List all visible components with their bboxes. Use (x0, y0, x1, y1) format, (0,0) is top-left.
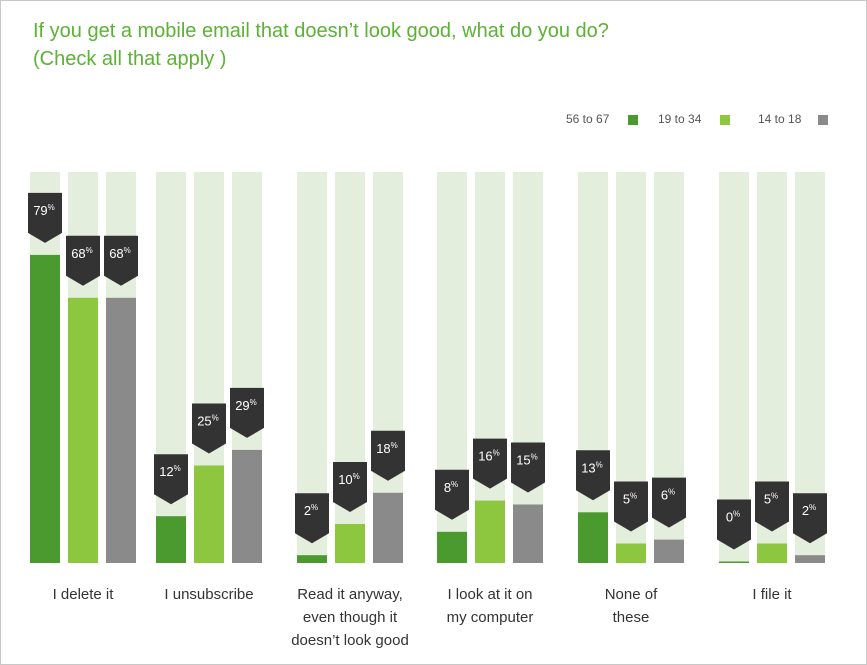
bar-group: 12% 25% 29% I unsubscribe (154, 172, 264, 603)
chart-subtitle: (Check all that apply ) (33, 48, 227, 70)
bar (373, 492, 403, 563)
bar (232, 449, 262, 563)
value-label: 29% (235, 398, 257, 413)
value-label: 0% (726, 510, 740, 525)
bar (30, 254, 60, 563)
bar (106, 297, 136, 563)
category-label: I look at it on my computer (447, 586, 534, 626)
bar (68, 297, 98, 563)
chart-title-line: If you get a mobile email that doesn’t l… (33, 20, 609, 42)
value-label: 15% (516, 453, 538, 468)
value-label: 12% (159, 464, 181, 479)
bar (335, 524, 365, 563)
bar (475, 500, 505, 563)
value-label-badge (793, 493, 827, 544)
value-label: 25% (197, 414, 219, 429)
value-label-badge (614, 481, 648, 532)
bar (156, 516, 186, 563)
category-label: None of these (605, 586, 658, 626)
value-label-badge (154, 454, 188, 505)
category-label: I delete it (53, 586, 115, 603)
bar-track (578, 172, 608, 563)
value-label: 68% (71, 246, 93, 261)
bar (578, 512, 608, 563)
value-label-badge (576, 450, 610, 501)
legend-label: 14 to 18 (758, 112, 802, 126)
bar-group: 79% 68% 68% I delete it (28, 172, 138, 603)
value-label-badge (652, 477, 686, 528)
value-label-badge (755, 481, 789, 532)
value-label-badge (371, 430, 405, 481)
chart-title: If you get a mobile email that doesn’t l… (33, 17, 609, 73)
value-label-badge (473, 438, 507, 489)
legend-label: 19 to 34 (658, 112, 702, 126)
bar (194, 465, 224, 563)
value-label: 68% (109, 246, 131, 261)
value-label: 6% (661, 488, 675, 503)
value-label: 2% (802, 503, 816, 518)
bar-group: 8% 16% 15% I look at it on my computer (435, 172, 545, 626)
bar-track (719, 172, 749, 563)
category-label: Read it anyway, even though it doesn’t loo… (291, 586, 409, 649)
value-label-badge (28, 192, 62, 243)
legend-item: 14 to 18 (758, 112, 828, 126)
legend-item: 19 to 34 (658, 112, 730, 126)
value-label: 5% (623, 492, 637, 507)
bar-track (513, 172, 543, 563)
value-label-badge (435, 469, 469, 520)
value-label-badge (295, 493, 329, 544)
bar-track (475, 172, 505, 563)
value-label-badge (230, 387, 264, 438)
bar-group: 0% 5% 2% I file it (717, 172, 827, 603)
value-label: 16% (478, 449, 500, 464)
bar (757, 543, 787, 563)
category-label: I file it (752, 586, 792, 603)
category-label: I unsubscribe (164, 586, 253, 603)
bar (297, 555, 327, 563)
value-label: 10% (338, 472, 360, 487)
value-label: 79% (33, 203, 55, 218)
value-label: 13% (581, 460, 603, 475)
value-label-badge (333, 462, 367, 512)
value-label-badge (511, 442, 545, 493)
bar (795, 555, 825, 563)
bar (654, 539, 684, 563)
bar-track (156, 172, 186, 563)
bar-group: 2% 10% 18% Read it anyway, even though it doe… (291, 172, 409, 649)
bar-group: 13% 5% 6% None of these (576, 172, 686, 626)
legend-swatch (628, 115, 638, 125)
value-label-badge (717, 499, 751, 550)
value-label: 2% (304, 503, 318, 518)
value-label: 8% (444, 480, 458, 495)
value-label: 18% (376, 441, 398, 456)
bar (437, 531, 467, 563)
value-label-badge (192, 403, 226, 454)
bar (719, 561, 749, 563)
legend-swatch (720, 115, 730, 125)
value-label-badge (66, 235, 100, 286)
legend-swatch (818, 115, 828, 125)
bar (616, 543, 646, 563)
legend-item: 56 to 67 (566, 112, 638, 126)
value-label-badge (104, 235, 138, 286)
bar (513, 504, 543, 563)
legend-label: 56 to 67 (566, 112, 610, 126)
value-label: 5% (764, 492, 778, 507)
